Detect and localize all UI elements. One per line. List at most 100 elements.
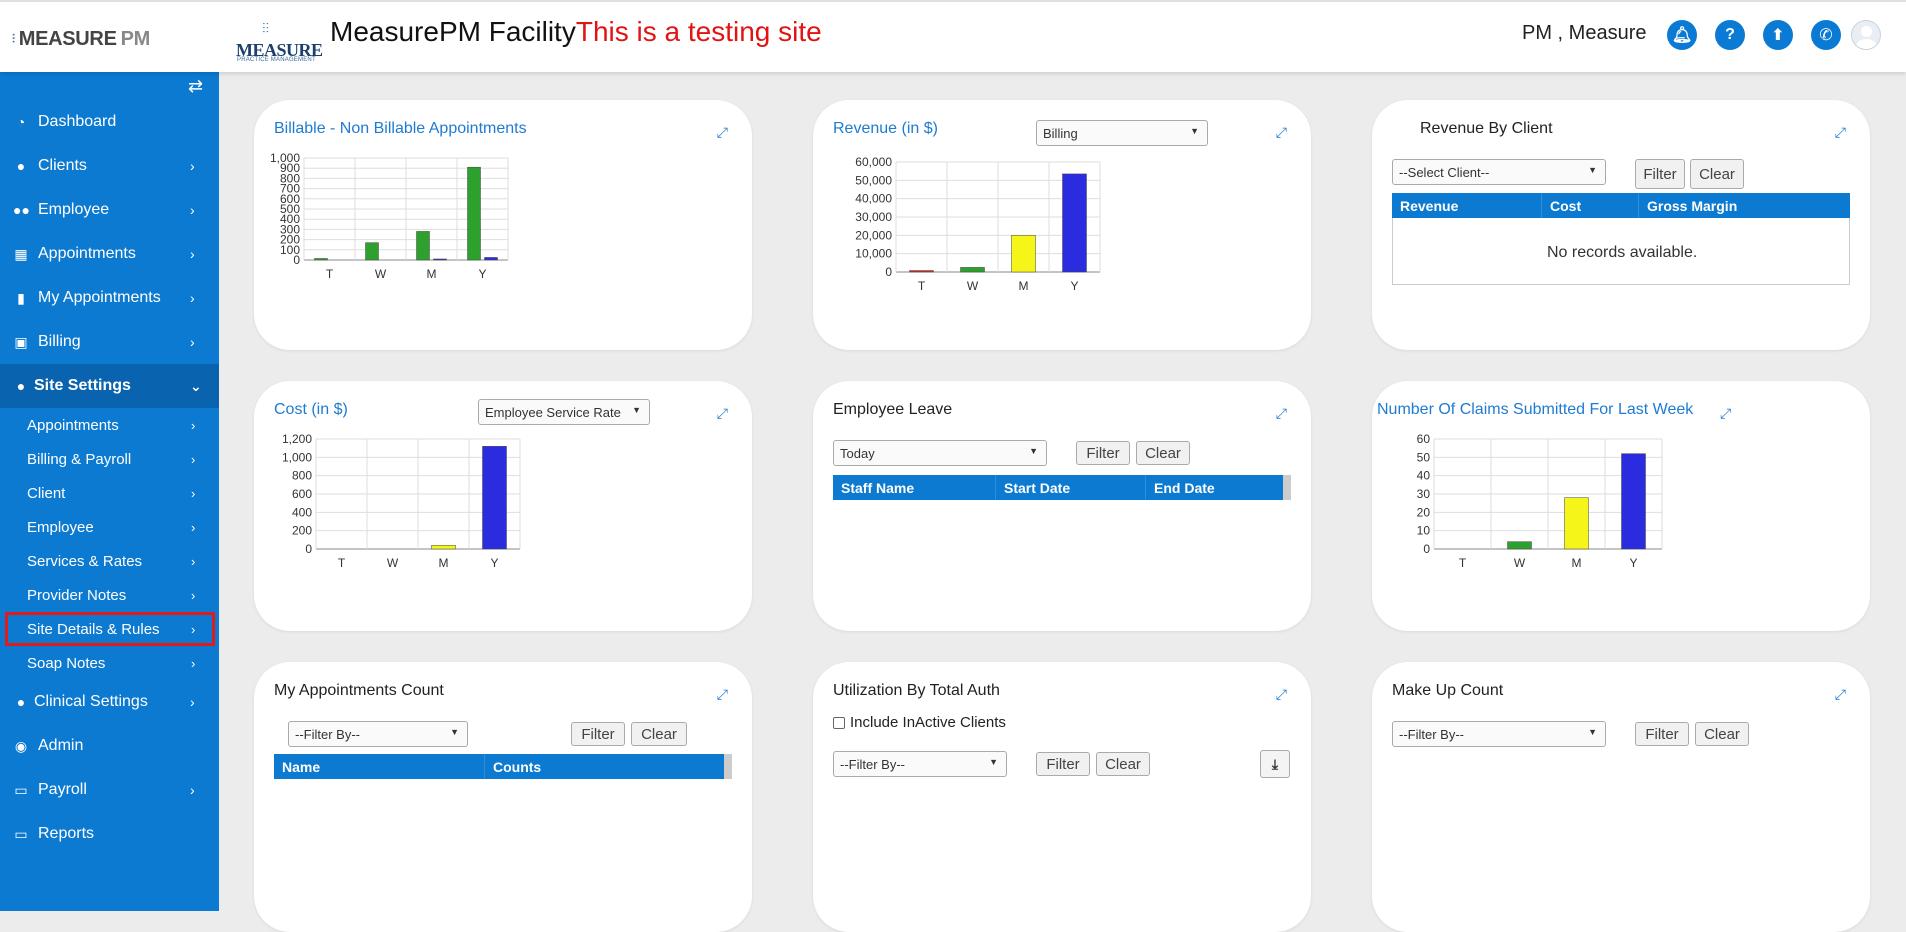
filter-button[interactable]: Filter: [1635, 159, 1685, 189]
expand-icon[interactable]: ⤢: [716, 686, 728, 702]
include-inactive-checkbox[interactable]: [833, 717, 845, 729]
subitem-client[interactable]: Client ›: [0, 476, 219, 510]
chart-claims: 0 10 20 30 40 50 60 T W M Y: [1417, 432, 1663, 570]
leave-period-select[interactable]: Today ▼: [833, 440, 1047, 466]
caret-down-icon: ▼: [632, 405, 641, 415]
subitem-site-details-rules[interactable]: Site Details & Rules ›: [5, 612, 215, 646]
filter-button[interactable]: Filter: [1076, 441, 1130, 465]
chevron-right-icon: ›: [190, 694, 195, 710]
expand-icon[interactable]: ⤢: [1275, 686, 1287, 702]
include-inactive-label[interactable]: Include InActive Clients: [850, 714, 1006, 731]
x-tick-label: Y: [478, 267, 486, 281]
appt-filter-select[interactable]: --Filter By-- ▼: [288, 721, 468, 747]
y-tick-label: 600: [292, 487, 312, 501]
sidebar-item-employee[interactable]: ●● Employee ›: [0, 188, 219, 232]
column-header[interactable]: Staff Name: [833, 475, 996, 500]
sidebar-item-appointments[interactable]: ▦ Appointments ›: [0, 232, 219, 276]
column-header[interactable]: Name: [274, 754, 485, 779]
sidebar-item-dashboard[interactable]: ◔ Dashboard: [0, 100, 219, 144]
chevron-right-icon: ›: [191, 519, 196, 535]
y-tick-label: 800: [292, 469, 312, 483]
clear-button[interactable]: Clear: [1136, 441, 1190, 465]
clear-button[interactable]: Clear: [1690, 159, 1744, 189]
download-icon[interactable]: ⤓: [1260, 750, 1290, 778]
x-tick-label: T: [338, 556, 346, 570]
expand-icon[interactable]: ⤢: [1834, 124, 1846, 140]
bell-icon[interactable]: 🔔︎: [1667, 20, 1697, 50]
grid-scrollbar[interactable]: [1283, 475, 1291, 500]
subitem-employee[interactable]: Employee ›: [0, 510, 219, 544]
caret-down-icon: ▼: [1190, 126, 1199, 136]
expand-icon[interactable]: ⤢: [1275, 405, 1287, 421]
caret-down-icon: ▼: [1029, 446, 1038, 456]
user-name[interactable]: PM , Measure: [1522, 22, 1647, 44]
utilization-filter-select[interactable]: --Filter By-- ▼: [833, 751, 1007, 777]
clear-button[interactable]: Clear: [1695, 722, 1749, 746]
chevron-right-icon: ›: [190, 782, 195, 798]
card-title[interactable]: Billable - Non Billable Appointments: [274, 120, 527, 137]
cost-type-select[interactable]: Employee Service Rate ▼: [478, 399, 650, 425]
user-icon: ●: [16, 378, 26, 394]
help-icon[interactable]: ?: [1715, 20, 1745, 50]
dashboard-icon: ◔: [16, 114, 26, 130]
expand-icon[interactable]: ⤢: [1275, 124, 1287, 140]
logo-chart-icon: ⫶⫶: [262, 20, 269, 36]
bar: [1062, 173, 1087, 273]
subitem-services-rates[interactable]: Services & Rates ›: [0, 544, 219, 578]
column-header[interactable]: Revenue: [1392, 193, 1542, 218]
x-tick-label: M: [1019, 279, 1029, 293]
revenue-type-select[interactable]: Billing ▼: [1036, 120, 1208, 146]
sidebar-item-my-appointments[interactable]: ▮ My Appointments ›: [0, 276, 219, 320]
subitem-billing-payroll[interactable]: Billing & Payroll ›: [0, 442, 219, 476]
x-tick-label: T: [918, 279, 926, 293]
expand-icon[interactable]: ⤢: [1720, 405, 1732, 421]
expand-icon[interactable]: ⤢: [716, 405, 728, 421]
expand-icon[interactable]: ⤢: [1834, 686, 1846, 702]
column-header[interactable]: Start Date: [996, 475, 1146, 500]
chevron-right-icon: ›: [191, 485, 196, 501]
y-tick-label: 40: [1417, 469, 1431, 483]
expand-icon[interactable]: ⤢: [716, 124, 728, 140]
sidebar-item-payroll[interactable]: ▭ Payroll ›: [0, 768, 219, 812]
sidebar-item-reports[interactable]: ▭ Reports: [0, 812, 219, 856]
subitem-appointments[interactable]: Appointments ›: [0, 408, 219, 442]
site-title: MeasurePM Facility: [330, 16, 576, 47]
logo-subtext: PRACTICE MANAGEMENT: [237, 57, 316, 63]
clear-button[interactable]: Clear: [1096, 752, 1150, 776]
card-title[interactable]: Number Of Claims Submitted For Last Week: [1377, 401, 1694, 418]
column-header[interactable]: End Date: [1154, 480, 1215, 496]
card-title[interactable]: Revenue (in $): [833, 120, 938, 137]
filter-button[interactable]: Filter: [571, 722, 625, 746]
client-select[interactable]: --Select Client-- ▼: [1392, 159, 1606, 185]
sidebar-item-billing[interactable]: ▣ Billing ›: [0, 320, 219, 364]
user-avatar[interactable]: [1851, 20, 1881, 50]
sidebar-item-clinical-settings[interactable]: ● Clinical Settings ›: [0, 680, 219, 724]
card-title[interactable]: Cost (in $): [274, 401, 348, 418]
subitem-provider-notes[interactable]: Provider Notes ›: [0, 578, 219, 612]
filter-button[interactable]: Filter: [1036, 752, 1090, 776]
makeup-filter-select[interactable]: --Filter By-- ▼: [1392, 721, 1606, 747]
filter-button[interactable]: Filter: [1635, 722, 1689, 746]
upload-icon[interactable]: ⬆︎: [1763, 20, 1793, 50]
y-tick-label: 0: [293, 253, 300, 267]
clear-button[interactable]: Clear: [631, 722, 687, 746]
users-icon: ●●: [13, 202, 30, 218]
swap-icon[interactable]: ⇄: [188, 76, 204, 96]
y-tick-label: 10,000: [855, 247, 892, 261]
phone-icon[interactable]: ✆: [1811, 20, 1841, 50]
user-icon: ●: [16, 694, 26, 710]
grid-scrollbar[interactable]: [724, 754, 732, 779]
y-tick-label: 0: [885, 265, 892, 279]
brand-logo[interactable]: ⫶ MEASURE PM: [12, 28, 150, 51]
sidebar-item-label: Dashboard: [38, 113, 117, 130]
sidebar: ⇄ ◔ Dashboard ● Clients › ●● Employee › ▦ Appo…: [0, 72, 219, 911]
sidebar-item-clients[interactable]: ● Clients ›: [0, 144, 219, 188]
column-header[interactable]: Gross Margin: [1647, 198, 1738, 214]
subitem-soap-notes[interactable]: Soap Notes ›: [0, 646, 219, 680]
sidebar-item-site-settings[interactable]: ● Site Settings ⌄: [0, 364, 219, 408]
column-header[interactable]: Cost: [1542, 193, 1639, 218]
subitem-label: Employee: [27, 518, 94, 536]
column-header[interactable]: Counts: [493, 759, 542, 775]
sidebar-item-admin[interactable]: ◉ Admin: [0, 724, 219, 768]
